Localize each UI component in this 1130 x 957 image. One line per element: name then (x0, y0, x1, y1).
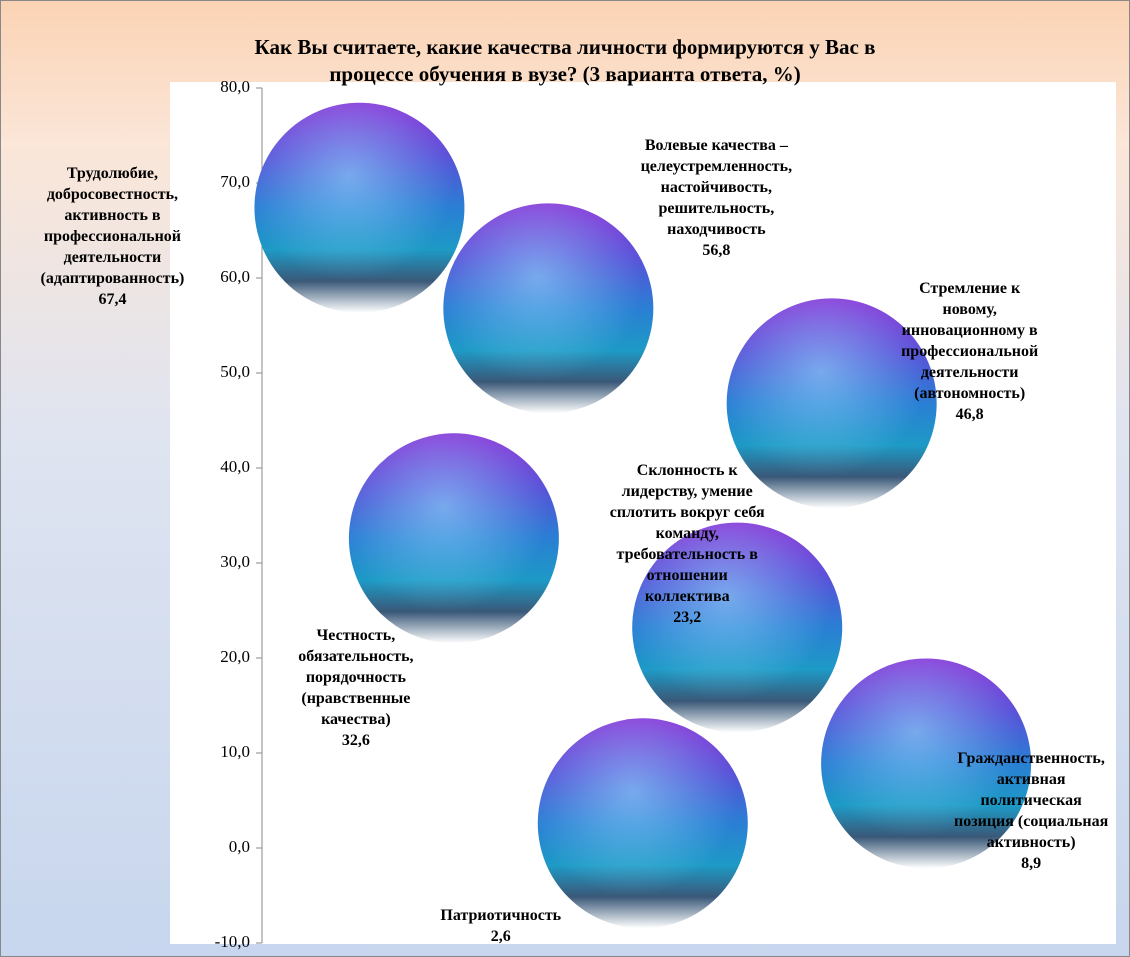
value-label: 56,8 (702, 242, 731, 260)
bubble-shine (254, 102, 465, 313)
value-label: 46,8 (955, 406, 984, 424)
data-label: Стремление к новому, инновационному в пр… (901, 278, 1038, 425)
data-label: Трудолюбие, добросовестность, активность… (41, 163, 185, 310)
category-label: Стремление к новому, инновационному в пр… (901, 280, 1039, 403)
bubble-shine (443, 203, 654, 414)
bubble-shine (632, 522, 843, 733)
category-label: Гражданственность, активная политическая… (953, 750, 1109, 852)
bubble-shine (726, 298, 937, 509)
category-label: Склонность к лидерству, умение сплотить … (609, 461, 765, 605)
y-tick-label: 80,0 (220, 77, 250, 96)
y-tick-label: 60,0 (220, 267, 250, 286)
y-tick-label: 10,0 (220, 742, 250, 761)
data-label: Честность, обязательность, порядочность … (298, 625, 413, 751)
category-label: Честность, обязательность, порядочность … (298, 627, 414, 729)
value-label: 8,9 (1021, 855, 1042, 873)
y-tick-label: 0,0 (229, 837, 250, 856)
category-label: Трудолюбие, добросовестность, активность… (40, 164, 185, 287)
data-label: Патриотичность 2,6 (440, 905, 561, 947)
bubble-shine (537, 718, 748, 929)
bubble-shine (348, 433, 559, 644)
value-label: 23,2 (673, 608, 702, 626)
y-tick-label: 20,0 (220, 647, 250, 666)
value-label: 2,6 (490, 928, 511, 946)
y-tick-label: 30,0 (220, 552, 250, 571)
value-label: 67,4 (98, 290, 127, 308)
y-tick-label: 70,0 (220, 172, 250, 191)
y-tick-label: -10,0 (215, 932, 250, 951)
data-label: Склонность к лидерству, умение сплотить … (610, 460, 765, 628)
value-label: 32,6 (341, 732, 370, 750)
bubble-shine (821, 658, 1032, 869)
data-label: Гражданственность, активная политическая… (954, 748, 1108, 874)
y-tick-label: 50,0 (220, 362, 250, 381)
category-label: Патриотичность (440, 907, 562, 925)
y-tick-label: 40,0 (220, 457, 250, 476)
data-label: Волевые качества – целеустремленность, н… (641, 135, 793, 261)
category-label: Волевые качества – целеустремленность, н… (640, 137, 793, 239)
chart-title: Как Вы считаете, какие качества личности… (254, 35, 876, 86)
